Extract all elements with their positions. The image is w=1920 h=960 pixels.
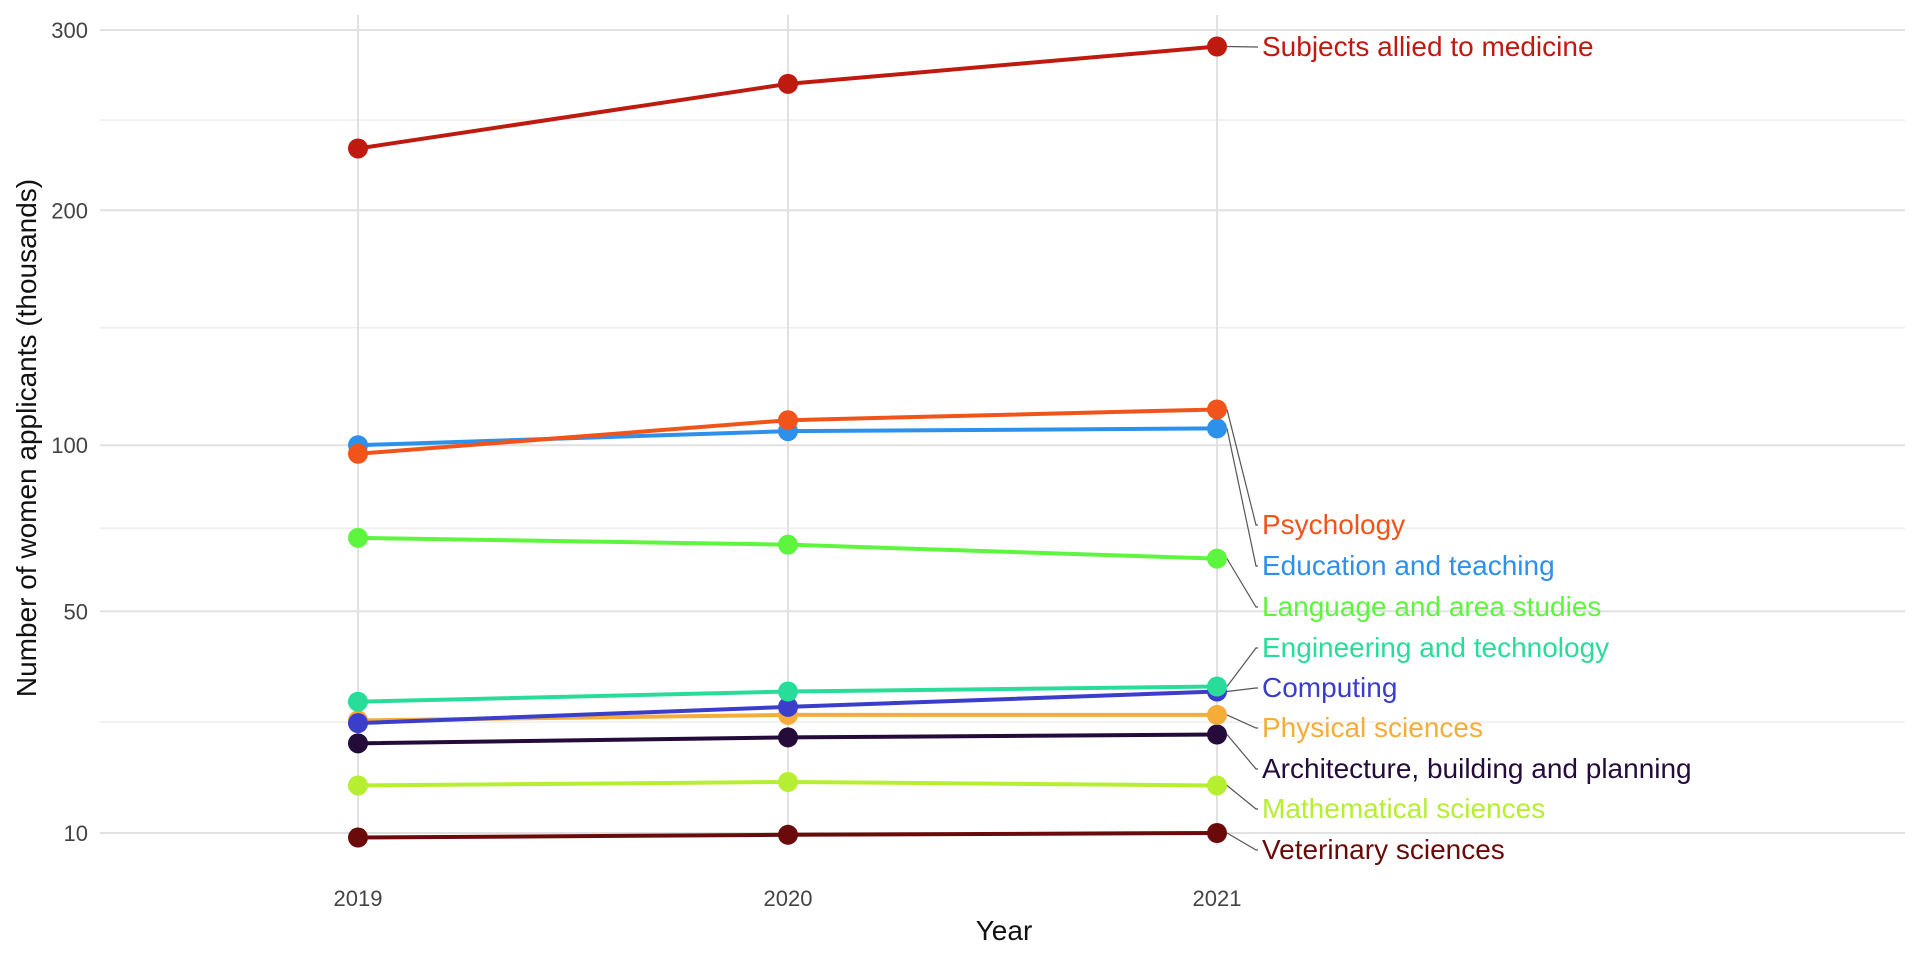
data-point: [348, 733, 368, 754]
series-label: Architecture, building and planning: [1262, 753, 1692, 784]
data-point: [348, 713, 368, 734]
series-points: [348, 36, 1227, 848]
data-point: [778, 681, 798, 702]
data-point: [778, 410, 798, 431]
label-leader-line: [1226, 428, 1258, 567]
x-tick-label: 2021: [1193, 886, 1242, 911]
data-point: [1207, 418, 1227, 439]
data-point: [1207, 775, 1227, 796]
y-tick-label: 100: [51, 433, 88, 458]
label-leader-line: [1226, 687, 1258, 693]
data-point: [348, 827, 368, 848]
data-point: [348, 691, 368, 712]
data-point: [1207, 548, 1227, 569]
data-point: [778, 73, 798, 94]
label-leader-line: [1226, 832, 1258, 851]
data-point: [1207, 704, 1227, 725]
series-label: Mathematical sciences: [1262, 793, 1545, 824]
label-leader-line: [1226, 647, 1258, 687]
series-label: Psychology: [1262, 509, 1405, 540]
data-point: [1207, 36, 1227, 57]
data-point: [778, 696, 798, 717]
x-axis-ticks: 2019 2020 2021: [334, 886, 1242, 911]
y-tick-label: 10: [64, 821, 88, 846]
series-labels: Subjects allied to medicine Psychology Edu…: [1262, 31, 1692, 865]
data-point: [1207, 724, 1227, 745]
x-axis-title: Year: [976, 915, 1033, 946]
data-point: [778, 824, 798, 845]
data-point: [1207, 823, 1227, 843]
data-point: [778, 727, 798, 748]
label-leader-line: [1226, 409, 1258, 526]
series-label: Veterinary sciences: [1262, 834, 1505, 865]
x-tick-label: 2019: [334, 886, 383, 911]
series-label: Language and area studies: [1262, 591, 1601, 622]
data-point: [778, 771, 798, 792]
label-leader-line: [1226, 714, 1258, 729]
y-tick-label: 50: [64, 599, 88, 624]
series-label: Education and teaching: [1262, 550, 1555, 581]
data-point: [1207, 399, 1227, 420]
x-tick-label: 2020: [764, 886, 813, 911]
series-label: Engineering and technology: [1262, 632, 1609, 663]
y-axis-ticks: 10 50 100 200 300: [51, 18, 88, 846]
data-point: [348, 775, 368, 796]
data-point: [348, 527, 368, 548]
y-axis-title: Number of women applicants (thousands): [11, 179, 42, 697]
series-label: Computing: [1262, 672, 1397, 703]
data-point: [348, 443, 368, 464]
series-label: Physical sciences: [1262, 712, 1483, 743]
y-tick-label: 300: [51, 18, 88, 43]
label-leader-line: [1226, 558, 1258, 608]
label-leader-lines: [1226, 45, 1258, 851]
label-leader-line: [1226, 785, 1258, 810]
data-point: [1207, 676, 1227, 697]
data-point: [778, 534, 798, 555]
series-label: Subjects allied to medicine: [1262, 31, 1594, 62]
label-leader-line: [1226, 734, 1258, 770]
y-tick-label: 200: [51, 198, 88, 223]
data-point: [348, 138, 368, 159]
